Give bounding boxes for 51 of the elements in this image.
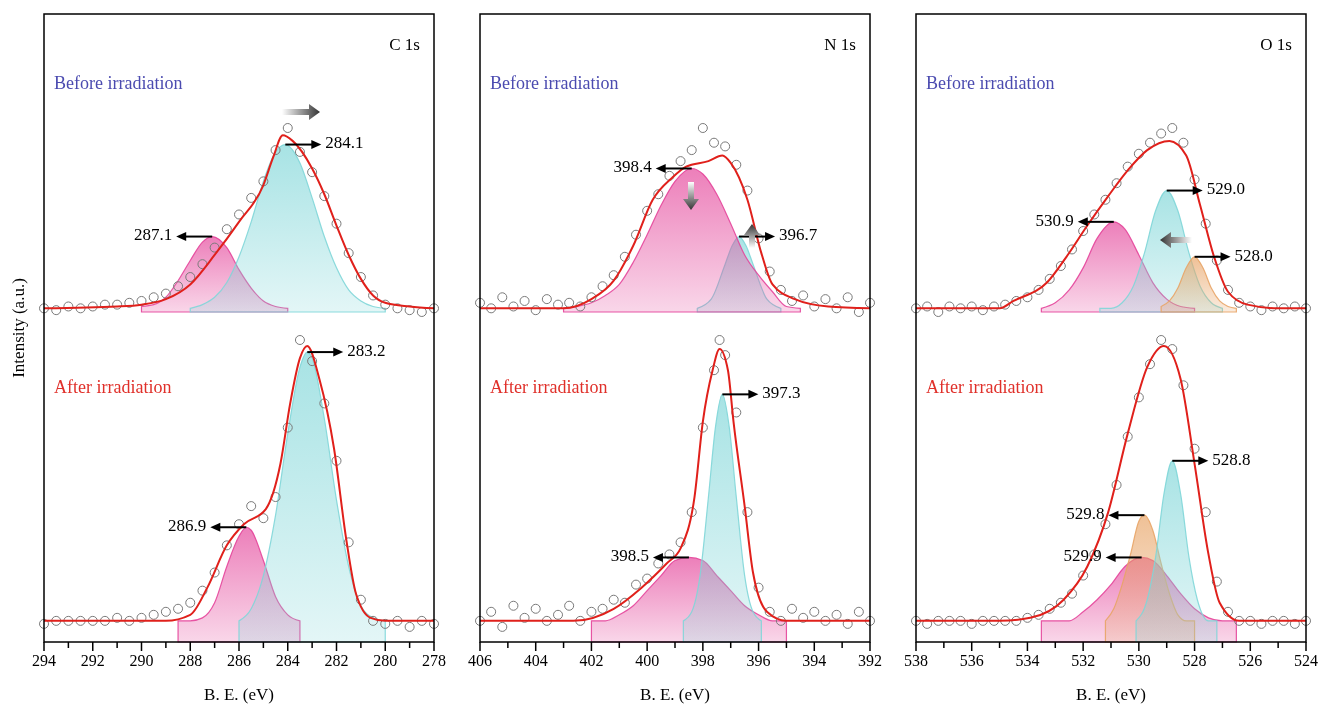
x-tick-label: 528 [1182,652,1207,669]
x-tick-label: 282 [324,652,349,669]
x-tick-label: 292 [80,652,105,669]
annotation: 396.7 [779,225,818,245]
annotation: 287.1 [133,225,173,245]
annotation: 397.3 [762,383,801,403]
annotation: 528.8 [1212,449,1251,469]
x-tick-label: 536 [959,652,984,669]
x-tick-label: 278 [422,652,446,669]
x-tick-label: 526 [1238,652,1263,669]
chart-title: C 1s [389,35,420,54]
x-tick-label: 396 [746,652,771,669]
text: After irradiation [490,377,608,397]
x-tick-label: 524 [1294,652,1318,669]
annotation: 398.4 [613,157,653,177]
text: After irradiation [926,377,1044,397]
annotation: 529.0 [1206,179,1245,199]
x-tick-label: 534 [1015,652,1040,669]
x-tick-label: 286 [227,652,251,669]
x-tick-label: 402 [579,652,604,669]
y-axis-title: Intensity (a.u.) [9,278,28,378]
chart-title: O 1s [1260,35,1292,54]
x-axis-title: B. E. (eV) [640,685,710,704]
x-axis-title: B. E. (eV) [204,685,274,704]
x-tick-label: 530 [1126,652,1151,669]
x-tick-label: 294 [32,652,56,669]
chart-subtitle: Before irradiation [490,73,619,93]
annotation: 286.9 [168,516,207,536]
chart-title: N 1s [824,35,856,54]
annotation: 530.9 [1035,210,1074,230]
annotation: 283.2 [347,340,386,360]
x-tick-label: 406 [468,652,492,669]
annotation: 529.8 [1066,504,1105,524]
annotation: 284.1 [325,133,364,153]
x-tick-label: 394 [802,652,827,669]
x-axis-title: B. E. (eV) [1076,685,1146,704]
x-tick-label: 400 [635,652,660,669]
annotation: 528.0 [1234,245,1273,265]
x-tick-label: 280 [373,652,398,669]
x-tick-label: 392 [858,652,882,669]
chart-subtitle: Before irradiation [54,73,183,93]
x-tick-label: 538 [904,652,928,669]
text: After irradiation [54,377,172,397]
chart-subtitle: Before irradiation [926,73,1055,93]
x-tick-label: 284 [275,652,300,669]
x-tick-label: 288 [178,652,203,669]
annotation: 398.5 [610,546,649,566]
x-tick-label: 398 [690,652,715,669]
x-tick-label: 290 [129,652,154,669]
x-tick-label: 404 [523,652,548,669]
x-tick-label: 532 [1071,652,1096,669]
